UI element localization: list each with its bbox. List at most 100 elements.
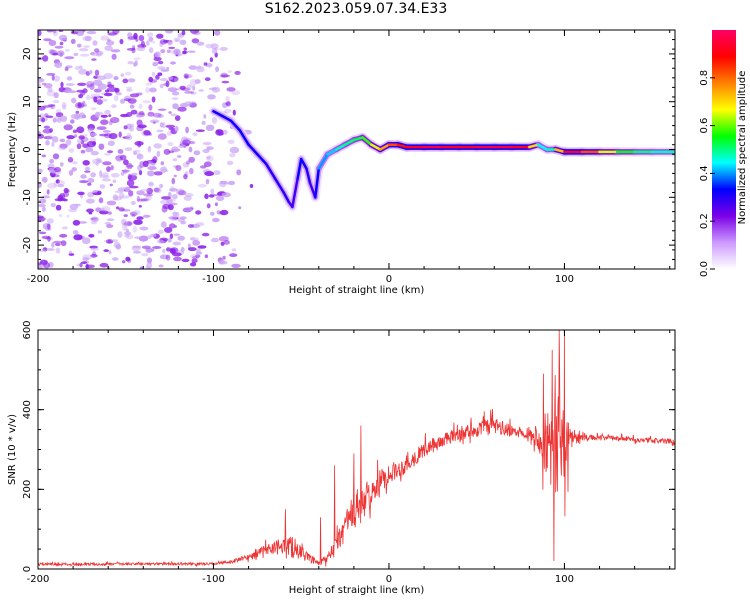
noise-speckle xyxy=(130,109,138,115)
ridge-segment xyxy=(352,136,364,142)
noise-speckle xyxy=(94,69,100,76)
noise-speckle xyxy=(47,86,53,93)
noise-speckle xyxy=(128,190,134,197)
noise-speckle xyxy=(60,81,64,88)
noise-speckle xyxy=(51,141,55,147)
noise-speckle xyxy=(138,169,143,176)
ridge-segment xyxy=(326,148,338,156)
noise-speckle xyxy=(45,115,54,119)
noise-speckle xyxy=(96,99,103,105)
noise-speckle xyxy=(68,253,75,256)
noise-speckle xyxy=(219,180,227,188)
noise-speckle xyxy=(73,234,83,241)
noise-speckle xyxy=(136,46,146,52)
noise-speckle xyxy=(158,264,164,268)
noise-speckle xyxy=(179,39,187,45)
noise-speckle xyxy=(173,233,181,236)
noise-speckle xyxy=(59,115,68,122)
heatmap-y-axis: -20 -10 0 10 20 xyxy=(22,29,675,270)
snr-series-line xyxy=(38,330,675,568)
noise-speckle xyxy=(120,73,125,77)
noise-speckle xyxy=(55,112,64,118)
ridge-segment xyxy=(305,167,312,185)
noise-speckle xyxy=(110,117,120,124)
noise-speckle xyxy=(42,176,48,183)
ridge-segment xyxy=(378,143,391,151)
noise-speckle xyxy=(158,67,166,71)
noise-speckle xyxy=(59,41,64,46)
noise-speckle xyxy=(188,247,197,252)
noise-speckle xyxy=(125,228,129,233)
noise-speckle xyxy=(211,117,218,124)
noise-speckle xyxy=(133,219,143,225)
noise-speckle xyxy=(234,70,241,75)
noise-speckle xyxy=(193,150,201,156)
noise-speckle xyxy=(169,233,174,240)
noise-speckle xyxy=(90,132,98,137)
noise-speckle xyxy=(90,51,100,57)
noise-speckle xyxy=(150,114,154,117)
noise-speckle xyxy=(64,67,69,71)
noise-speckle xyxy=(58,146,67,151)
noise-speckle xyxy=(68,250,72,254)
noise-speckle xyxy=(107,86,117,93)
noise-speckle xyxy=(184,101,192,106)
ridge-segment xyxy=(291,176,299,209)
noise-speckle xyxy=(218,260,228,265)
noise-speckle xyxy=(52,153,60,160)
noise-speckle xyxy=(99,210,109,215)
noise-speckle xyxy=(81,261,88,264)
noise-speckle xyxy=(191,256,200,259)
noise-speckle xyxy=(147,257,152,264)
noise-speckle xyxy=(197,245,207,249)
noise-speckle xyxy=(77,43,82,48)
noise-speckle xyxy=(220,74,231,78)
noise-speckle xyxy=(189,30,199,34)
ridge-segment xyxy=(396,143,408,149)
noise-speckle xyxy=(229,253,238,257)
noise-speckle xyxy=(139,226,149,231)
noise-speckle xyxy=(220,209,229,216)
noise-speckle xyxy=(174,125,179,132)
noise-speckle xyxy=(126,48,136,51)
noise-speckle xyxy=(89,83,95,90)
noise-speckle xyxy=(145,86,150,94)
noise-speckle xyxy=(82,237,91,245)
noise-speckle xyxy=(179,216,187,220)
noise-speckle xyxy=(207,94,216,100)
noise-speckle xyxy=(183,173,188,180)
noise-speckle xyxy=(100,35,109,41)
noise-speckle xyxy=(70,31,79,35)
noise-speckle xyxy=(209,57,213,63)
noise-speckle xyxy=(205,124,215,131)
heatmap-frequency-ridge xyxy=(209,106,675,212)
noise-speckle xyxy=(44,83,53,89)
ridge-segment xyxy=(299,157,308,170)
noise-speckle xyxy=(152,246,162,249)
noise-speckle xyxy=(177,235,185,241)
noise-speckle xyxy=(65,139,72,146)
colorbar-label: Normalized spectral amplitude xyxy=(737,71,748,225)
noise-speckle xyxy=(249,184,254,188)
noise-speckle xyxy=(76,143,82,150)
noise-speckle xyxy=(130,172,138,176)
noise-speckle xyxy=(173,37,181,41)
noise-speckle xyxy=(51,242,55,248)
noise-speckle xyxy=(198,89,204,92)
noise-speckle xyxy=(151,162,156,166)
noise-speckle xyxy=(226,87,236,92)
noise-speckle xyxy=(120,172,125,176)
noise-speckle xyxy=(77,102,82,108)
noise-speckle xyxy=(127,257,132,263)
colorbar-gradient xyxy=(712,30,736,269)
noise-speckle xyxy=(162,248,166,254)
noise-speckle xyxy=(160,69,170,72)
noise-speckle xyxy=(43,136,53,140)
noise-speckle xyxy=(124,186,131,192)
noise-speckle xyxy=(214,30,221,36)
noise-speckle xyxy=(68,169,74,176)
noise-speckle xyxy=(153,187,160,193)
noise-speckle xyxy=(147,111,155,117)
noise-speckle xyxy=(89,69,93,75)
noise-speckle xyxy=(202,148,210,154)
